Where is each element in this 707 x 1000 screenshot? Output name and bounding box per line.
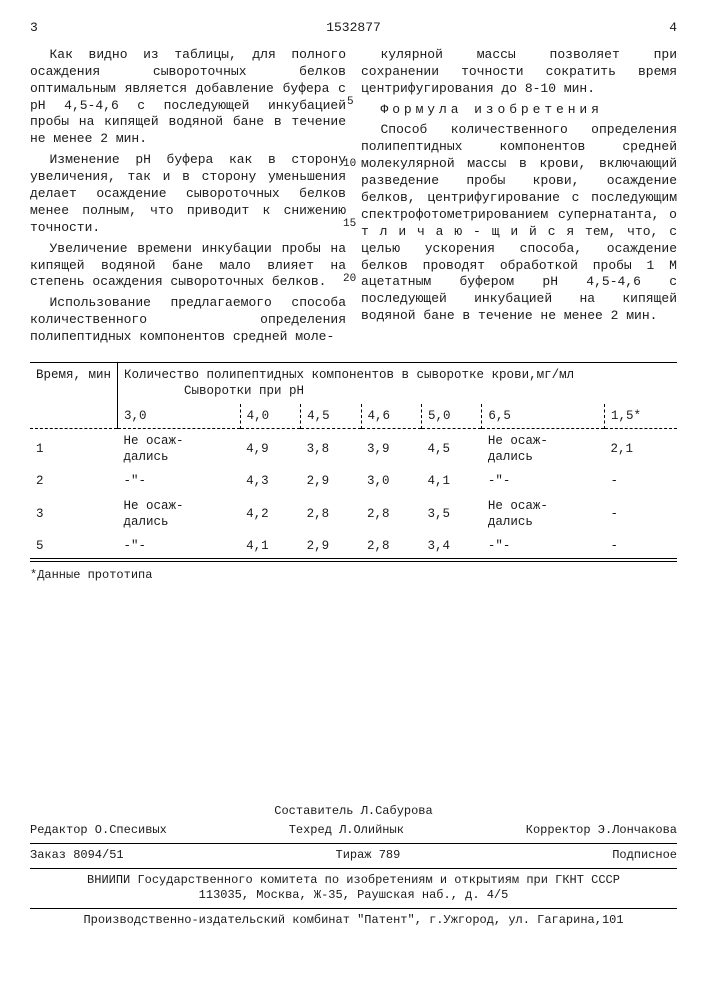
- cell: 3,0: [361, 469, 421, 493]
- cell: -"-: [118, 469, 241, 493]
- left-column: Как видно из таблицы, для полного осажде…: [30, 47, 346, 350]
- cell: 4,5: [421, 428, 481, 469]
- table-ph-row: 3,0 4,0 4,5 4,6 5,0 6,5 1,5*: [30, 404, 677, 429]
- right-para-1: кулярной массы позволяет при сохранении …: [361, 47, 677, 98]
- cell: -: [605, 494, 677, 535]
- printer-line: Производственно-издательский комбинат "П…: [30, 908, 677, 929]
- line-number: 15: [343, 217, 356, 231]
- cell-time: 2: [30, 469, 118, 493]
- cell: 4,2: [240, 494, 300, 535]
- tiraz: Тираж 789: [336, 848, 401, 864]
- org-line: ВНИИПИ Государственного комитета по изоб…: [30, 868, 677, 904]
- right-para-2: Способ количественного определения полип…: [361, 122, 677, 325]
- cell: 4,1: [421, 469, 481, 493]
- ph-col: 6,5: [482, 404, 605, 429]
- ph-col: 4,0: [240, 404, 300, 429]
- cell: 2,1: [605, 428, 677, 469]
- table-header-row: Время, мин Количество полипептидных комп…: [30, 363, 677, 404]
- cell: 4,9: [240, 428, 300, 469]
- line-number: 20: [343, 272, 356, 286]
- cell: Не осаж- дались: [482, 428, 605, 469]
- line-number: 5: [347, 95, 354, 109]
- cell: 4,1: [240, 534, 300, 559]
- cell: 3,4: [421, 534, 481, 559]
- table-row: 5 -"- 4,1 2,9 2,8 3,4 -"- -: [30, 534, 677, 559]
- table-footnote: *Данные прототипа: [30, 568, 677, 584]
- ph-col: 5,0: [421, 404, 481, 429]
- subscribed: Подписное: [612, 848, 677, 864]
- cell-time: 5: [30, 534, 118, 559]
- techred: Техред Л.Олийнык: [289, 823, 404, 839]
- cell: 2,9: [301, 469, 361, 493]
- right-column: 5 10 15 20 кулярной массы позволяет при …: [361, 47, 677, 350]
- document-number: 1532877: [55, 20, 652, 37]
- compiler-line: Составитель Л.Сабурова: [30, 804, 677, 820]
- ph-col: 1,5*: [605, 404, 677, 429]
- col-time-header: Время, мин: [30, 363, 118, 429]
- cell: Не осаж- дались: [482, 494, 605, 535]
- cell: Не осаж- дались: [118, 494, 241, 535]
- page-header: 3 1532877 4: [30, 20, 677, 37]
- order-line: Заказ 8094/51 Тираж 789 Подписное: [30, 843, 677, 864]
- cell: 3,8: [301, 428, 361, 469]
- table-body: 1 Не осаж- дались 4,9 3,8 3,9 4,5 Не оса…: [30, 428, 677, 559]
- left-para-3: Увеличение времени инкубации пробы на ки…: [30, 241, 346, 292]
- ph-col: 3,0: [118, 404, 241, 429]
- cell: -: [605, 534, 677, 559]
- ph-col: 4,5: [301, 404, 361, 429]
- page-num-right: 4: [652, 20, 677, 37]
- cell: -"-: [482, 534, 605, 559]
- data-table: Время, мин Количество полипептидных комп…: [30, 362, 677, 559]
- editor: Редактор О.Спесивых: [30, 823, 167, 839]
- table-row: 1 Не осаж- дались 4,9 3,8 3,9 4,5 Не оса…: [30, 428, 677, 469]
- left-para-4: Использование предлагаемого способа коли…: [30, 295, 346, 346]
- cell: Не осаж- дались: [118, 428, 241, 469]
- line-number: 10: [343, 157, 356, 171]
- cell: 3,9: [361, 428, 421, 469]
- body-columns: Как видно из таблицы, для полного осажде…: [30, 47, 677, 350]
- cell: -"-: [118, 534, 241, 559]
- table-row: 2 -"- 4,3 2,9 3,0 4,1 -"- -: [30, 469, 677, 493]
- cell: 2,9: [301, 534, 361, 559]
- cell-time: 3: [30, 494, 118, 535]
- left-para-2: Изменение pH буфера как в сторону увелич…: [30, 152, 346, 236]
- table-row: 3 Не осаж- дались 4,2 2,8 2,8 3,5 Не оса…: [30, 494, 677, 535]
- cell: 3,5: [421, 494, 481, 535]
- cell: 2,8: [361, 494, 421, 535]
- colophon: Составитель Л.Сабурова Редактор О.Спесив…: [30, 804, 677, 929]
- left-para-1: Как видно из таблицы, для полного осажде…: [30, 47, 346, 148]
- ph-col: 4,6: [361, 404, 421, 429]
- formula-title: Формула изобретения: [361, 102, 677, 119]
- order-no: Заказ 8094/51: [30, 848, 124, 864]
- cell: 4,3: [240, 469, 300, 493]
- cell: 2,8: [361, 534, 421, 559]
- editor-line: Редактор О.Спесивых Техред Л.Олийнык Кор…: [30, 823, 677, 839]
- cell-time: 1: [30, 428, 118, 469]
- table-main-header: Количество полипептидных компонентов в с…: [118, 363, 678, 404]
- cell: -"-: [482, 469, 605, 493]
- corrector: Корректор Э.Лончакова: [526, 823, 677, 839]
- cell: 2,8: [301, 494, 361, 535]
- cell: -: [605, 469, 677, 493]
- page-num-left: 3: [30, 20, 55, 37]
